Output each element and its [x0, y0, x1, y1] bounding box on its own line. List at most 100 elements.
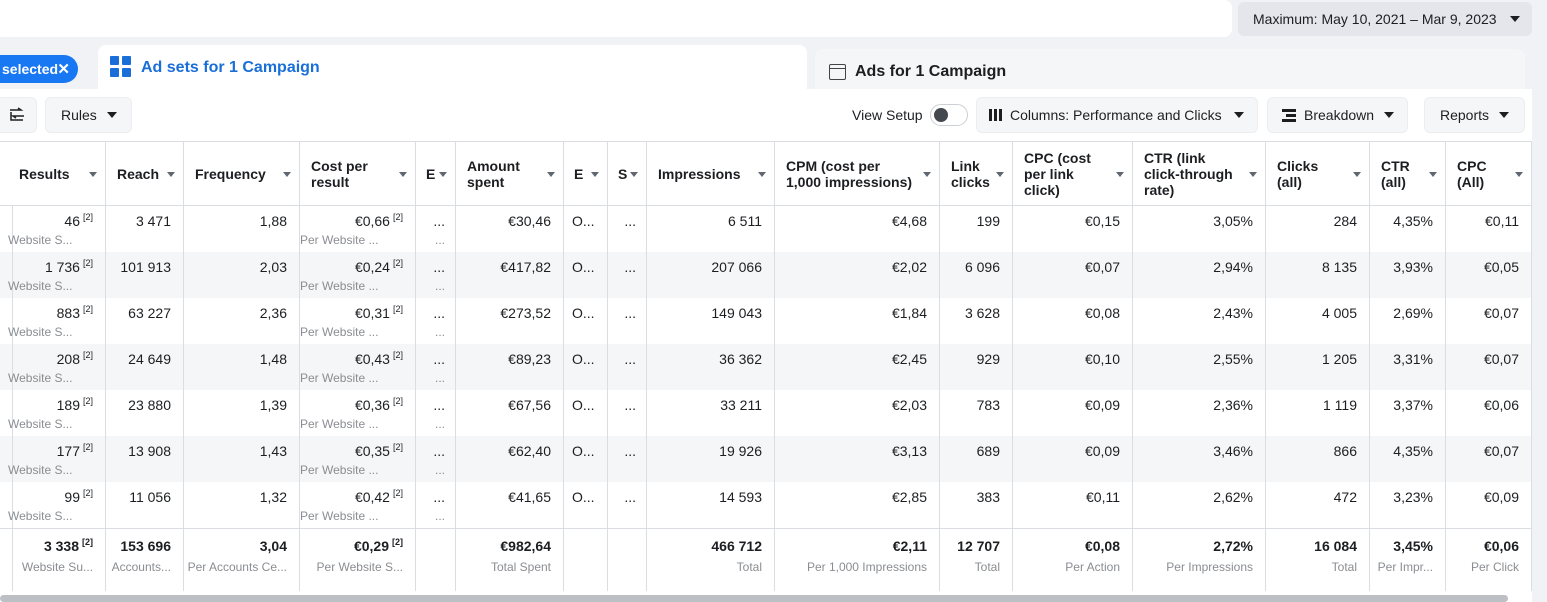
cell-cpm: €2,02 [775, 252, 940, 298]
view-setup-toggle[interactable] [930, 104, 968, 126]
horizontal-scrollbar[interactable] [0, 595, 1508, 602]
column-header-impressions[interactable]: Impressions [647, 142, 775, 206]
column-header-ctr[interactable]: CTR (link click-through rate) [1133, 142, 1266, 206]
column-header-amount-spent[interactable]: Amount spent [456, 142, 564, 206]
column-header-cpc[interactable]: CPC (cost per link click) [1013, 142, 1133, 206]
table-row[interactable]: 99 [2] Website S... 11 056 1,32 €0,42 [2] Per W… [0, 482, 1532, 528]
cell-cpc-all: €0,07 [1446, 298, 1532, 344]
column-header-e2[interactable]: E [564, 142, 608, 206]
column-header-e1[interactable]: E [416, 142, 456, 206]
sort-caret-icon[interactable] [1249, 172, 1257, 177]
cell-results: 1 736 [2] Website S... [8, 252, 106, 298]
column-header-reach[interactable]: Reach [106, 142, 184, 206]
cell-frequency: 1,32 [184, 482, 300, 528]
column-header-frequency[interactable]: Frequency [184, 142, 300, 206]
cell-frequency: 2,36 [184, 298, 300, 344]
total-value: 466 712 [711, 538, 762, 554]
sort-caret-icon[interactable] [399, 172, 407, 177]
cell-value: 199 [976, 213, 1000, 229]
sort-caret-icon[interactable] [996, 172, 1004, 177]
cell-impressions: 207 066 [647, 252, 775, 298]
cell-value: 1 205 [1321, 351, 1357, 367]
sort-caret-icon[interactable] [167, 172, 175, 177]
column-header-cpc-all[interactable]: CPC (All) [1446, 142, 1532, 206]
sort-caret-icon[interactable] [758, 172, 766, 177]
columns-button[interactable]: Columns: Performance and Clicks [976, 97, 1258, 133]
chevron-down-icon [1384, 112, 1395, 118]
cell-impressions: 6 511 [647, 206, 775, 252]
sort-caret-icon[interactable] [1515, 172, 1523, 177]
footnote-marker: [2] [392, 258, 403, 268]
column-header-label: S [618, 166, 628, 182]
cell-cpm: €3,13 [775, 436, 940, 482]
total-value: 2,72% [1213, 538, 1253, 554]
tab-ads[interactable]: Ads for 1 Campaign [815, 49, 1525, 95]
cell-value: €0,36 [354, 397, 390, 413]
column-header-ctr-all[interactable]: CTR (all) [1370, 142, 1446, 206]
sort-caret-icon[interactable] [630, 172, 638, 177]
table-row[interactable]: 177 [2] Website S... 13 908 1,43 €0,35 [2] Per … [0, 436, 1532, 482]
cell-value: €0,11 [1086, 489, 1120, 505]
total-subtext: Per Impr... [1377, 560, 1433, 574]
total-value: €0,08 [1084, 538, 1120, 554]
sort-caret-icon[interactable] [547, 172, 555, 177]
sort-caret-icon[interactable] [439, 172, 447, 177]
selected-pill-label: selected [2, 61, 59, 77]
sort-caret-icon[interactable] [1116, 172, 1124, 177]
cell-value: 1,43 [259, 443, 287, 459]
sort-caret-icon[interactable] [283, 172, 291, 177]
sort-caret-icon[interactable] [923, 172, 931, 177]
sort-caret-icon[interactable] [89, 172, 97, 177]
table-row[interactable]: 1 736 [2] Website S... 101 913 2,03 €0,24 [2] P… [0, 252, 1532, 298]
column-header-label: Reach [117, 166, 160, 182]
column-header-label: CTR (link click-through rate) [1144, 150, 1233, 198]
chevron-down-icon [1499, 112, 1510, 118]
sort-caret-icon[interactable] [591, 172, 599, 177]
search-filter-bar[interactable] [0, 0, 1232, 37]
date-range-button[interactable]: Maximum: May 10, 2021 – Mar 9, 2023 [1238, 2, 1532, 36]
cell-value: 13 908 [128, 443, 171, 459]
total-subtext: Per Click [1470, 560, 1519, 574]
footnote-marker: [2] [392, 212, 403, 222]
column-header-results[interactable]: Results [8, 142, 106, 206]
cell-cpm: €2,03 [775, 390, 940, 436]
columns-icon [989, 109, 1002, 121]
cell-reach: 63 227 [106, 298, 184, 344]
column-header-link-clicks[interactable]: Link clicks [940, 142, 1013, 206]
cell-subtext: Website S... [8, 325, 73, 339]
rules-button[interactable]: Rules [45, 97, 132, 133]
column-header-label: CPC (cost per link click) [1024, 150, 1091, 198]
total-cell-clicks-all: 16 084 Total [1266, 529, 1370, 591]
cell-s: ... [608, 390, 647, 436]
sort-caret-icon[interactable] [1429, 172, 1437, 177]
column-header-clicks-all[interactable]: Clicks (all) [1266, 142, 1370, 206]
close-icon[interactable]: ✕ [57, 61, 70, 78]
cell-value: ... [433, 351, 445, 367]
table-row[interactable]: 46 [2] Website S... 3 471 1,88 €0,66 [2] Per We… [0, 206, 1532, 252]
reports-button[interactable]: Reports [1424, 97, 1525, 133]
breakdown-button[interactable]: Breakdown [1267, 97, 1408, 133]
cell-value: €2,03 [891, 397, 927, 413]
level-tabs: selected ✕ Ad sets for 1 Campaign Ads fo… [0, 44, 1547, 95]
column-header-cost-per-result[interactable]: Cost per result [300, 142, 416, 206]
cell-s: ... [608, 436, 647, 482]
column-header-cpm[interactable]: CPM (cost per 1,000 impressions) [775, 142, 940, 206]
cell-value: €0,11 [1485, 213, 1519, 229]
column-header-s[interactable]: S [608, 142, 647, 206]
table-row[interactable]: 883 [2] Website S... 63 227 2,36 €0,31 [2] Per … [0, 298, 1532, 344]
table-row[interactable]: 189 [2] Website S... 23 880 1,39 €0,36 [2] Per … [0, 390, 1532, 436]
cell-cpm: €1,84 [775, 298, 940, 344]
export-button[interactable] [0, 97, 37, 133]
cell-ctr: 2,55% [1133, 344, 1266, 390]
selected-filter-pill[interactable]: selected ✕ [0, 55, 78, 83]
tab-ads-label: Ads for 1 Campaign [855, 63, 1007, 80]
tab-ad-sets[interactable]: Ad sets for 1 Campaign [98, 45, 807, 91]
cell-value: O... [572, 397, 595, 413]
cell-value: €0,07 [1483, 305, 1519, 321]
cell-value: ... [433, 259, 445, 275]
cell-value: 929 [976, 351, 1000, 367]
footnote-marker: [2] [82, 258, 93, 268]
table-row[interactable]: 208 [2] Website S... 24 649 1,48 €0,43 [2] Per … [0, 344, 1532, 390]
cell-link-clicks: 199 [940, 206, 1013, 252]
sort-caret-icon[interactable] [1353, 172, 1361, 177]
